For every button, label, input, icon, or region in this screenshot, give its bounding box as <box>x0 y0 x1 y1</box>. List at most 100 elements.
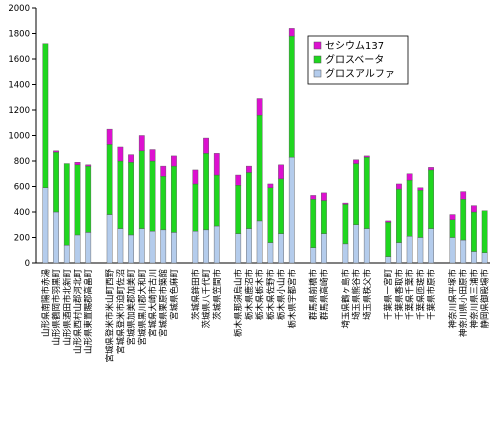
x-category-label: 栃木県宇都宮市 <box>287 269 298 329</box>
bar-segment-beta <box>106 144 113 215</box>
x-category-label: 埼玉県秩父市 <box>362 269 373 321</box>
y-tick-label: 400 <box>14 208 30 218</box>
bar-segment-beta <box>85 165 92 233</box>
bar-segment-alpha <box>481 252 488 264</box>
bar-segment-cs137 <box>138 135 145 152</box>
legend-swatch <box>313 55 322 64</box>
bar-segment-cs137 <box>53 150 59 153</box>
x-category-label: 宮城県色麻町 <box>169 269 180 321</box>
bar-segment-alpha <box>417 237 424 264</box>
bar-segment-alpha <box>246 228 252 264</box>
bar-segment-cs137 <box>428 167 434 171</box>
bar-segment-cs137 <box>117 146 124 162</box>
y-tick-label: 1000 <box>8 132 30 142</box>
bar-segment-beta <box>288 35 295 158</box>
bar-segment-cs137 <box>278 164 284 180</box>
x-category-label: 千葉県市原市 <box>426 269 437 321</box>
y-tick-label: 2000 <box>8 4 30 14</box>
bar-segment-beta <box>385 221 392 257</box>
bar-segment-beta <box>63 163 70 246</box>
bar-segment-alpha <box>428 228 434 264</box>
bar-segment-beta <box>138 150 145 229</box>
bar-segment-cs137 <box>213 153 220 176</box>
bar-segment-alpha <box>192 230 199 264</box>
x-category-label: 宮城県加美郡加美町 <box>126 269 137 346</box>
bar-segment-beta <box>74 164 81 236</box>
bar-segment-beta <box>310 199 317 248</box>
legend-swatch <box>313 41 322 50</box>
bar-segment-beta <box>342 204 349 245</box>
bar-segment-alpha <box>53 211 59 264</box>
bar-segment-alpha <box>128 234 134 264</box>
bar-segment-beta <box>481 210 488 254</box>
bar-segment-cs137 <box>85 164 92 167</box>
bar-segment-beta <box>406 179 413 237</box>
y-tick-label: 0 <box>25 259 30 269</box>
bar-segment-cs137 <box>192 169 199 185</box>
bar-segment-beta <box>149 160 156 232</box>
bar-segment-alpha <box>449 237 456 264</box>
bar-segment-beta <box>53 151 59 213</box>
bar-segment-cs137 <box>149 149 156 162</box>
bar-segment-alpha <box>267 242 274 264</box>
x-category-label: 宮城県栗原市築館 <box>158 269 169 337</box>
bar-segment-beta <box>363 156 370 229</box>
bar-segment-beta <box>428 169 434 229</box>
y-tick-label: 600 <box>14 183 30 193</box>
bar-segment-alpha <box>63 244 70 264</box>
bar-segment-beta <box>203 153 209 231</box>
y-tick-label: 800 <box>14 157 30 167</box>
y-tick-label: 1200 <box>8 106 30 116</box>
x-category-label: 山形県鶴岡市羽黒町 <box>51 269 62 346</box>
x-category-label: 山形県東置賜郡高畠町 <box>83 269 94 355</box>
bar-segment-cs137 <box>449 214 456 220</box>
bar-segment-alpha <box>203 229 209 264</box>
bar-segment-cs137 <box>310 195 317 200</box>
bar-segment-beta <box>396 188 402 243</box>
bars <box>42 28 488 264</box>
legend-label: セシウム137 <box>325 40 384 52</box>
bar-segment-beta <box>42 43 49 188</box>
bar-segment-alpha <box>256 220 263 264</box>
x-category-label: 宮城県登米市米山町西野 <box>105 269 116 363</box>
bar-segment-beta <box>321 200 327 234</box>
bar-segment-cs137 <box>288 28 295 37</box>
bar-segment-alpha <box>460 239 467 264</box>
bar-segment-beta <box>171 165 177 233</box>
bar-segment-cs137 <box>417 187 424 191</box>
legend-label: グロスベータ <box>325 53 384 66</box>
bar-segment-cs137 <box>385 220 392 223</box>
bar-segment-cs137 <box>171 155 177 167</box>
bar-segment-alpha <box>160 229 167 264</box>
bar-segment-cs137 <box>106 128 113 145</box>
bar-segment-alpha <box>288 156 295 264</box>
bar-segment-cs137 <box>203 137 209 154</box>
bar-segment-cs137 <box>256 98 263 116</box>
x-category-label: 茨城県笠間市 <box>212 269 223 321</box>
bar-segment-cs137 <box>353 159 359 164</box>
bar-segment-cs137 <box>363 155 370 158</box>
bar-segment-cs137 <box>396 183 402 190</box>
legend-label: グロスアルファ <box>325 67 395 80</box>
x-category-label: 神奈川県平塚市 <box>448 269 459 329</box>
bar-segment-alpha <box>106 214 113 264</box>
bar-segment-cs137 <box>267 183 274 188</box>
x-category-label: 宮城県大崎市古川 <box>148 269 159 337</box>
bar-segment-cs137 <box>471 205 477 213</box>
bar-segment-alpha <box>74 234 81 264</box>
x-category-label: 千葉県香取市 <box>394 269 405 321</box>
bar-segment-beta <box>128 162 134 236</box>
x-category-label: 千葉県千葉市 <box>405 269 416 321</box>
bar-segment-alpha <box>213 225 220 264</box>
legend-box <box>307 35 409 85</box>
legend-swatch <box>313 69 322 78</box>
bar-segment-cs137 <box>342 202 349 205</box>
bar-segment-cs137 <box>74 162 81 166</box>
y-tick-label: 1400 <box>8 81 30 91</box>
x-category-label: 栃木県佐野市 <box>265 269 276 321</box>
bar-segment-alpha <box>138 228 145 264</box>
bar-segment-beta <box>256 114 263 222</box>
x-category-label: 茨城県八千代町 <box>201 269 212 329</box>
bar-segment-alpha <box>42 187 49 264</box>
